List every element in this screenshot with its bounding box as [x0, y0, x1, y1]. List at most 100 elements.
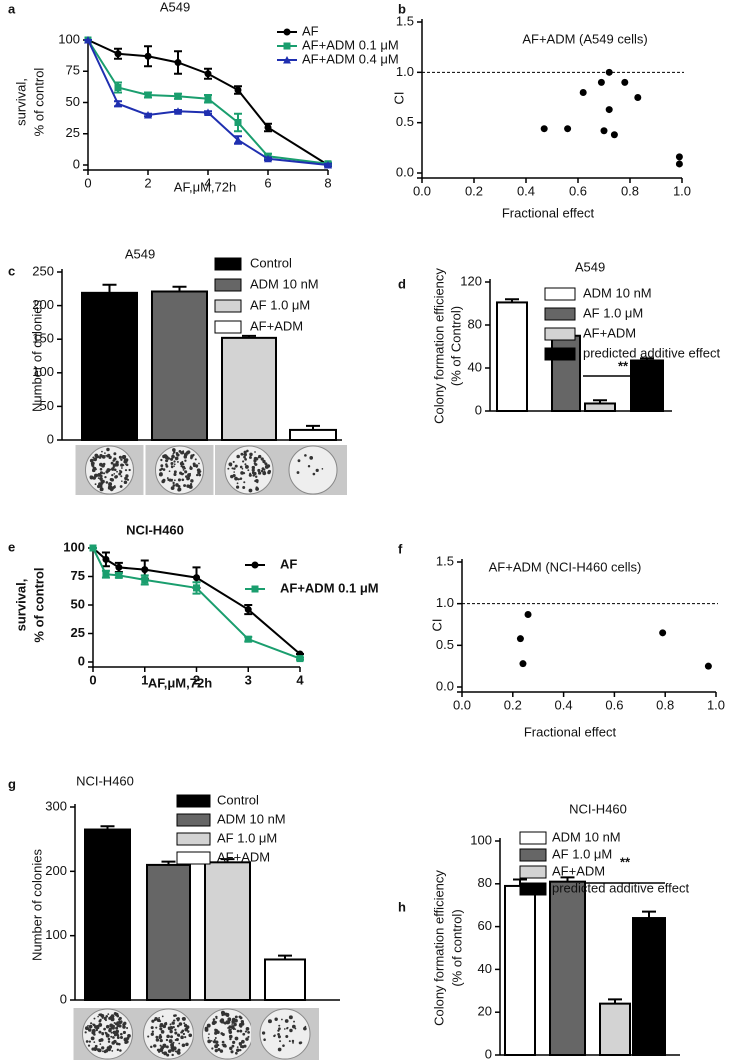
colony [231, 1044, 235, 1048]
colony [172, 1019, 175, 1022]
colony [278, 1024, 281, 1027]
colony [239, 1045, 243, 1049]
y-axis-label: survival, [13, 78, 28, 126]
colony [113, 452, 117, 456]
series-line [87, 39, 329, 166]
y-tick-label: 50 [71, 596, 85, 611]
point [659, 629, 667, 637]
colony [181, 1016, 186, 1021]
colony [260, 469, 264, 473]
colony [99, 471, 104, 475]
legend-label: AF+ADM [217, 849, 270, 864]
colony [101, 450, 103, 453]
colony [207, 1036, 210, 1039]
colony [106, 455, 109, 458]
colony [184, 452, 188, 456]
colony [153, 1044, 157, 1048]
panel-letter: a [8, 1, 16, 16]
colony [150, 1045, 153, 1049]
y-tick-label: 0.5 [436, 637, 454, 652]
colony [99, 467, 103, 471]
colony [93, 1048, 97, 1052]
colony [227, 1026, 230, 1029]
colony [169, 1023, 172, 1026]
colony [243, 453, 247, 457]
colony [196, 473, 199, 477]
colony [239, 1048, 242, 1052]
colony [114, 475, 118, 479]
legend-label: AF 1.0 μM [552, 846, 612, 861]
bar [496, 301, 528, 412]
colony [253, 472, 256, 475]
colony [92, 1023, 94, 1026]
bar [204, 861, 251, 1001]
colony [174, 456, 179, 461]
y-axis-label: Number of colonies [29, 300, 44, 412]
colony [168, 478, 172, 482]
colony [185, 475, 188, 478]
legend-label: AF+ADM [583, 325, 636, 340]
y-axis-label: CI [429, 619, 444, 632]
colony [105, 481, 109, 484]
colony [236, 1048, 240, 1053]
colony [96, 455, 100, 459]
y-tick-label: 1.5 [396, 13, 414, 28]
colony [110, 1031, 113, 1034]
bar [551, 334, 581, 412]
colony [222, 1043, 227, 1048]
y-axis-label: % of control [31, 567, 46, 642]
colony [96, 474, 99, 477]
y-tick-label: 1.0 [436, 595, 454, 610]
y-tick-label: 100 [470, 832, 492, 847]
colony [173, 460, 176, 463]
point [174, 107, 182, 115]
chart-title: A549 [575, 259, 605, 274]
colony [121, 455, 126, 460]
point [114, 99, 122, 108]
legend-marker [283, 28, 291, 36]
legend-label: AF [302, 23, 319, 38]
series-line [87, 39, 329, 165]
colony [118, 455, 122, 459]
point [84, 36, 92, 44]
colony [170, 461, 174, 465]
y-axis-label: CI [391, 92, 406, 105]
error-bar [102, 283, 117, 293]
colony [172, 448, 176, 452]
x-tick-label: 0.8 [656, 697, 674, 712]
x-axis-label: Fractional effect [524, 724, 617, 739]
colony [98, 1038, 102, 1042]
series-line [92, 547, 301, 655]
point [174, 59, 182, 66]
colony [176, 1018, 180, 1022]
colony [167, 1026, 172, 1031]
colony [190, 456, 193, 459]
colony [165, 1038, 169, 1042]
colony [116, 1021, 119, 1023]
x-tick-label: 1.0 [673, 183, 691, 198]
colony [175, 1038, 179, 1042]
legend-marker [283, 42, 291, 50]
colony [172, 481, 175, 485]
point [174, 92, 182, 100]
colony [274, 1017, 278, 1021]
colony [289, 1028, 293, 1033]
x-tick-label: 3 [245, 672, 252, 687]
colony [157, 1050, 161, 1053]
colony [123, 480, 128, 484]
colony [229, 1046, 233, 1051]
colony [116, 1014, 120, 1018]
y-tick-label: 150 [32, 331, 54, 346]
colony [232, 1027, 236, 1030]
colony [230, 1028, 232, 1031]
colony [115, 460, 119, 464]
colony [119, 1036, 124, 1040]
colony [175, 483, 179, 487]
colony [100, 479, 104, 483]
point [114, 50, 122, 58]
colony [256, 481, 259, 484]
colony [263, 1038, 266, 1041]
colony [168, 470, 171, 473]
x-tick-label: 2 [193, 672, 200, 687]
colony [249, 472, 252, 475]
